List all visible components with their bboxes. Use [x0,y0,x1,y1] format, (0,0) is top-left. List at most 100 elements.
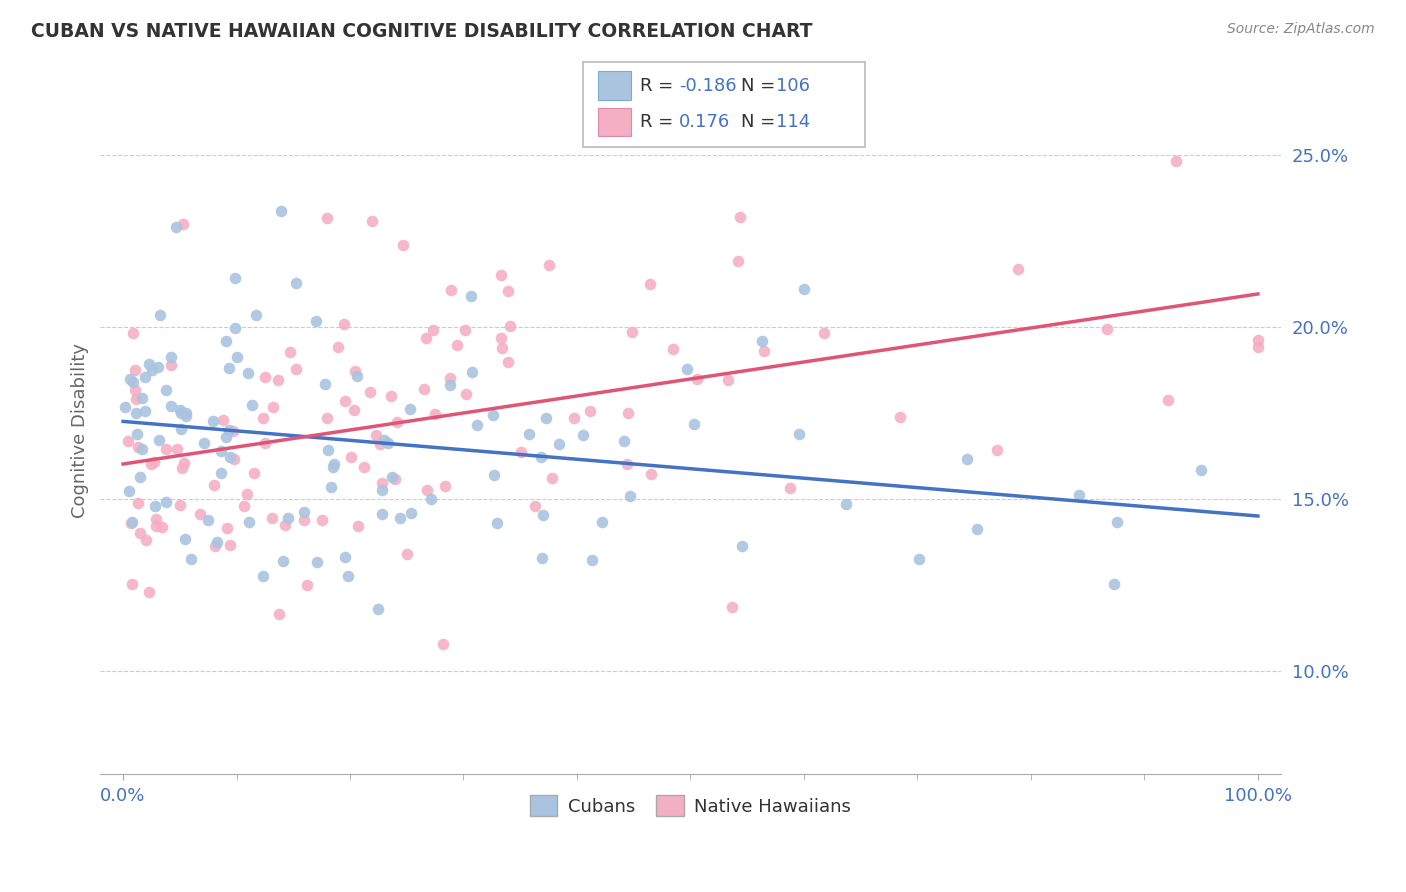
Point [454,387,477,401]
Point [215,430,238,444]
Point [517,426,540,441]
Point [277,511,299,525]
Point [908,552,931,566]
Point [485,516,508,530]
Point [496,285,519,299]
Point [242,398,264,412]
Point [728,211,751,225]
Point [661,342,683,356]
Point [676,362,699,376]
Point [122,376,145,390]
Point [461,364,484,378]
Point [491,342,513,356]
Point [141,362,163,376]
Point [124,362,146,376]
Point [592,515,614,529]
Point [422,323,444,337]
Point [751,334,773,348]
Point [253,436,276,450]
Point [233,499,256,513]
Point [491,331,513,345]
Point [292,513,315,527]
Point [333,549,356,564]
Point [377,436,399,450]
Point [339,450,361,464]
Point [120,372,142,386]
Point [416,483,439,498]
Point [793,282,815,296]
Point [548,437,571,451]
Point [292,505,315,519]
Point [1069,488,1091,502]
Point [269,607,291,621]
Point [262,510,284,524]
Point [201,414,224,428]
Point [148,433,170,447]
Point [321,480,343,494]
Point [118,483,141,498]
Point [333,317,356,331]
Point [498,319,520,334]
Point [335,393,357,408]
Point [482,468,505,483]
Point [121,577,143,591]
Point [835,497,858,511]
Point [360,214,382,228]
Y-axis label: Cognitive Disability: Cognitive Disability [72,343,89,517]
Point [174,532,197,546]
Point [727,253,749,268]
Point [370,507,392,521]
Point [149,308,172,322]
Point [174,409,197,423]
Point [193,435,215,450]
Point [1247,334,1270,348]
Point [204,539,226,553]
Point [315,411,337,425]
Text: CUBAN VS NATIVE HAWAIIAN COGNITIVE DISABILITY CORRELATION CHART: CUBAN VS NATIVE HAWAIIAN COGNITIVE DISAB… [31,22,813,41]
Point [129,470,152,484]
Point [359,384,381,399]
Point [131,391,153,405]
Point [253,370,276,384]
Point [717,373,740,387]
Point [368,437,391,451]
Point [432,637,454,651]
Point [284,276,307,290]
Point [420,491,443,506]
Point [491,268,513,282]
Point [165,219,187,234]
Legend: Cubans, Native Hawaiians: Cubans, Native Hawaiians [523,789,859,823]
Point [314,376,336,391]
Point [1247,340,1270,354]
Point [326,340,349,354]
Point [813,326,835,340]
Point [138,357,160,371]
Point [336,569,359,583]
Point [399,506,422,520]
Point [284,361,307,376]
Point [266,373,288,387]
Point [537,259,560,273]
Point [531,508,554,523]
Point [530,450,553,464]
Point [523,499,546,513]
Point [779,482,801,496]
Point [343,402,366,417]
Point [510,445,533,459]
Point [467,417,489,432]
Point [209,466,232,480]
Point [174,407,197,421]
Text: R =: R = [640,113,679,131]
Point [224,271,246,285]
Point [262,401,284,415]
Point [305,313,328,327]
Point [114,400,136,414]
Point [145,499,167,513]
Point [399,401,422,416]
Point [127,440,149,454]
Point [392,238,415,252]
Point [616,457,638,471]
Point [966,522,988,536]
Point [562,411,585,425]
Point [323,458,346,472]
